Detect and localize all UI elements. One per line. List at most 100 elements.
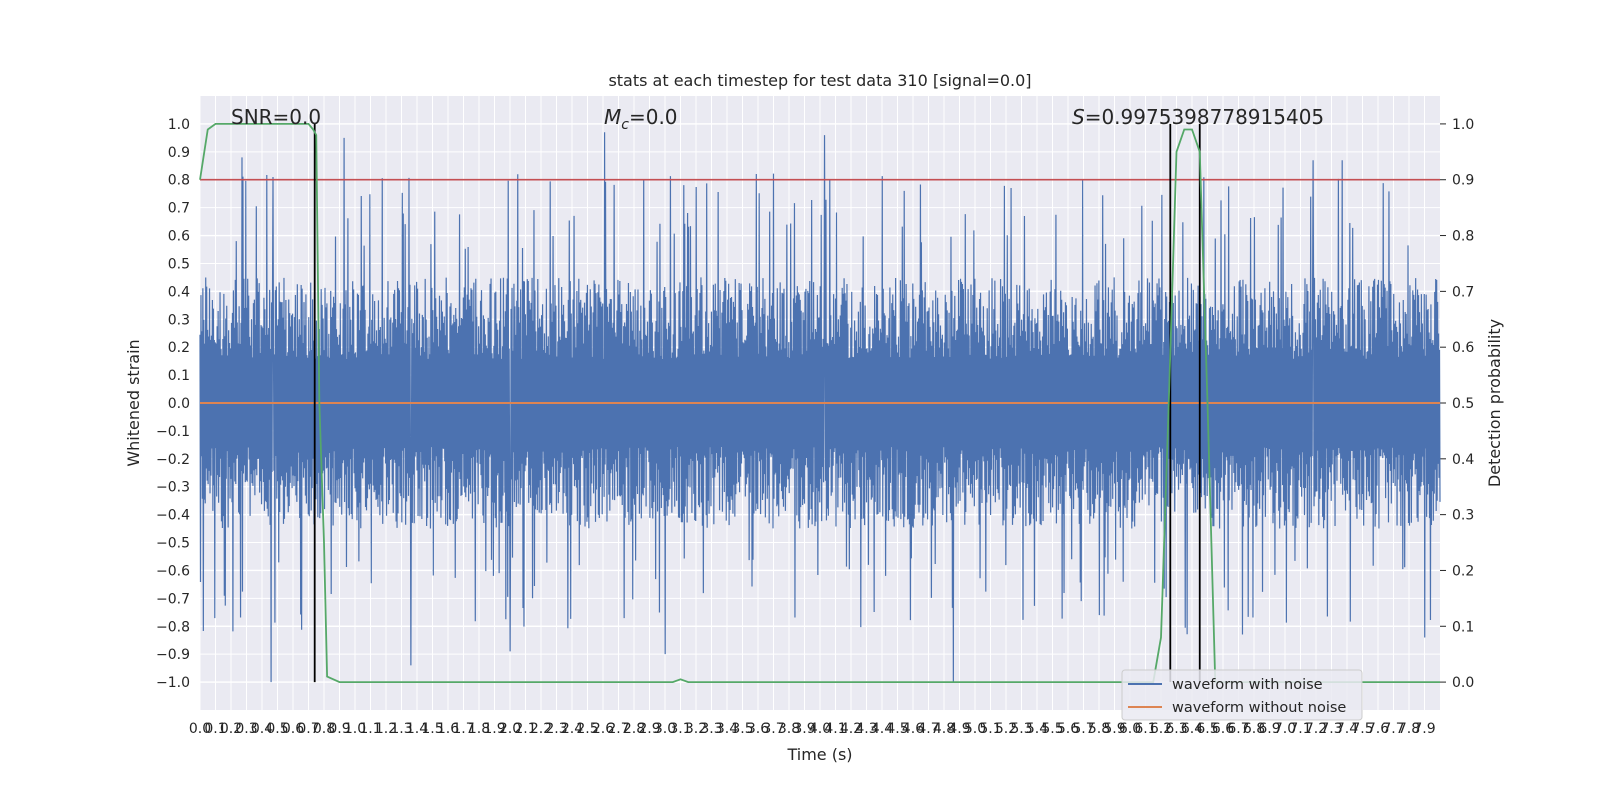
legend: waveform with noise waveform without noi… (1121, 669, 1363, 721)
y-tick-label: −1.0 (156, 675, 190, 691)
x-tick-label: 4.4 (871, 721, 893, 737)
x-tick-label: 1.3 (390, 721, 412, 737)
y-tick-label: 0.1 (168, 368, 190, 384)
y2-tick-labels: 0.0 0.1 0.2 0.3 0.4 0.5 0.6 0.7 0.8 0.9 1.0 (1452, 117, 1474, 691)
y2-tick-label: 0.7 (1452, 284, 1474, 300)
x-tick-label: 6.7 (1227, 721, 1249, 737)
y2-tick-label: 1.0 (1452, 117, 1474, 133)
x-tick-label: 0.7 (297, 721, 319, 737)
x-tick-label: 0.1 (204, 721, 226, 737)
x-tick-label: 6.6 (1212, 721, 1234, 737)
x-tick-label: 1.0 (344, 721, 366, 737)
y2-tick-label: 0.0 (1452, 675, 1474, 691)
x-tick-label: 5.5 (1041, 721, 1063, 737)
s-annotation: S=0.9975398778915405 (1072, 105, 1324, 129)
y2-tick-label: 0.9 (1452, 173, 1474, 189)
y-tick-label: −0.8 (156, 619, 190, 635)
x-tick-label: 1.7 (452, 721, 474, 737)
x-tick-label: 0.5 (266, 721, 288, 737)
x-tick-label: 4.6 (902, 721, 924, 737)
x-tick-label: 3.3 (700, 721, 722, 737)
y-tick-label: 0.4 (168, 284, 190, 300)
y-tick-label: 0.0 (168, 396, 190, 412)
x-tick-label: 6.3 (1165, 721, 1187, 737)
x-tick-label: 5.2 (995, 721, 1017, 737)
x-tick-label: 6.8 (1243, 721, 1265, 737)
x-tick-label: 0.2 (220, 721, 242, 737)
x-tick-label: 2.2 (530, 721, 552, 737)
x-tick-label: 3.4 (716, 721, 738, 737)
x-tick-label: 1.8 (468, 721, 490, 737)
y-axis-label: Whitened strain (124, 339, 143, 466)
mc-subscript: c (621, 117, 629, 133)
x-tick-label: 3.0 (654, 721, 676, 737)
x-tick-label: 3.5 (731, 721, 753, 737)
snr-annotation: SNR=0.0 (231, 105, 321, 129)
series-detection-probability (199, 123, 1440, 683)
x-tick-label: 0.4 (251, 721, 273, 737)
y-tick-label: −0.7 (156, 591, 190, 607)
y-tick-label: 0.3 (168, 312, 190, 328)
x-tick-label: 4.3 (855, 721, 877, 737)
x-tick-label: 5.0 (964, 721, 986, 737)
x-tick-label: 5.9 (1103, 721, 1125, 737)
x-tick-label: 2.3 (545, 721, 567, 737)
y2-tick-label: 0.3 (1452, 508, 1474, 524)
x-tick-label: 1.4 (406, 721, 428, 737)
x-tick-label: 3.8 (778, 721, 800, 737)
series-waveform-with-noise (199, 132, 1441, 683)
mc-symbol: M (604, 105, 621, 129)
x-tick-label: 6.4 (1181, 721, 1203, 737)
x-tick-label: 1.6 (437, 721, 459, 737)
x-tick-label: 5.8 (1088, 721, 1110, 737)
x-tick-label: 5.3 (1010, 721, 1032, 737)
y-tick-label: 1.0 (168, 117, 190, 133)
x-tick-label: 1.5 (421, 721, 443, 737)
x-tick-label: 2.8 (623, 721, 645, 737)
y2-tick-label: 0.2 (1452, 563, 1474, 579)
y-tick-label: −0.3 (156, 480, 190, 496)
x-tick-label: 6.0 (1119, 721, 1141, 737)
x-tick-label: 0.8 (313, 721, 335, 737)
x-tick-label: 1.1 (359, 721, 381, 737)
x-tick-label: 5.6 (1057, 721, 1079, 737)
y-tick-labels: −1.0 −0.9 −0.8 −0.7 −0.6 −0.5 −0.4 −0.3 −0.2 −0.1… (156, 117, 190, 691)
x-tick-label: 2.7 (607, 721, 629, 737)
x-tick-label: 4.9 (948, 721, 970, 737)
x-tick-label: 4.7 (917, 721, 939, 737)
x-tick-label: 7.4 (1336, 721, 1358, 737)
mc-value: =0.0 (629, 105, 678, 129)
x-tick-label: 4.8 (933, 721, 955, 737)
x-tick-label: 3.2 (685, 721, 707, 737)
event-lines (313, 123, 1201, 683)
mc-annotation: Mc=0.0 (604, 105, 678, 133)
x-tick-label: 4.2 (840, 721, 862, 737)
x-tick-label: 6.9 (1258, 721, 1280, 737)
y2-tick-label: 0.5 (1452, 396, 1474, 412)
y-tick-label: 0.9 (168, 145, 190, 161)
x-tick-label: 0.6 (282, 721, 304, 737)
y2-tick-label: 0.6 (1452, 340, 1474, 356)
x-tick-label: 2.1 (514, 721, 536, 737)
x-tick-label: 5.7 (1072, 721, 1094, 737)
legend-label-noise: waveform with noise (1172, 677, 1323, 693)
x-tick-label: 7.3 (1320, 721, 1342, 737)
x-tick-label: 2.4 (561, 721, 583, 737)
y-tick-label: −0.1 (156, 424, 190, 440)
y-tick-label: −0.6 (156, 563, 190, 579)
y-tick-label: 0.5 (168, 256, 190, 272)
x-tick-label: 0.9 (328, 721, 350, 737)
x-tick-label: 4.5 (886, 721, 908, 737)
y2-axis-label: Detection probability (1485, 319, 1504, 487)
x-tick-label: 6.2 (1150, 721, 1172, 737)
series-layer (199, 123, 1441, 683)
x-axis-label: Time (s) (786, 745, 852, 764)
x-tick-label: 5.1 (979, 721, 1001, 737)
x-tick-labels: 0.00.10.20.30.40.50.60.70.80.91.01.11.21… (189, 721, 1436, 737)
x-tick-label: 0.0 (189, 721, 211, 737)
x-tick-label: 1.2 (375, 721, 397, 737)
y-tick-label: 0.8 (168, 173, 190, 189)
legend-label-clean: waveform without noise (1172, 700, 1346, 716)
y-tick-label: −0.9 (156, 647, 190, 663)
